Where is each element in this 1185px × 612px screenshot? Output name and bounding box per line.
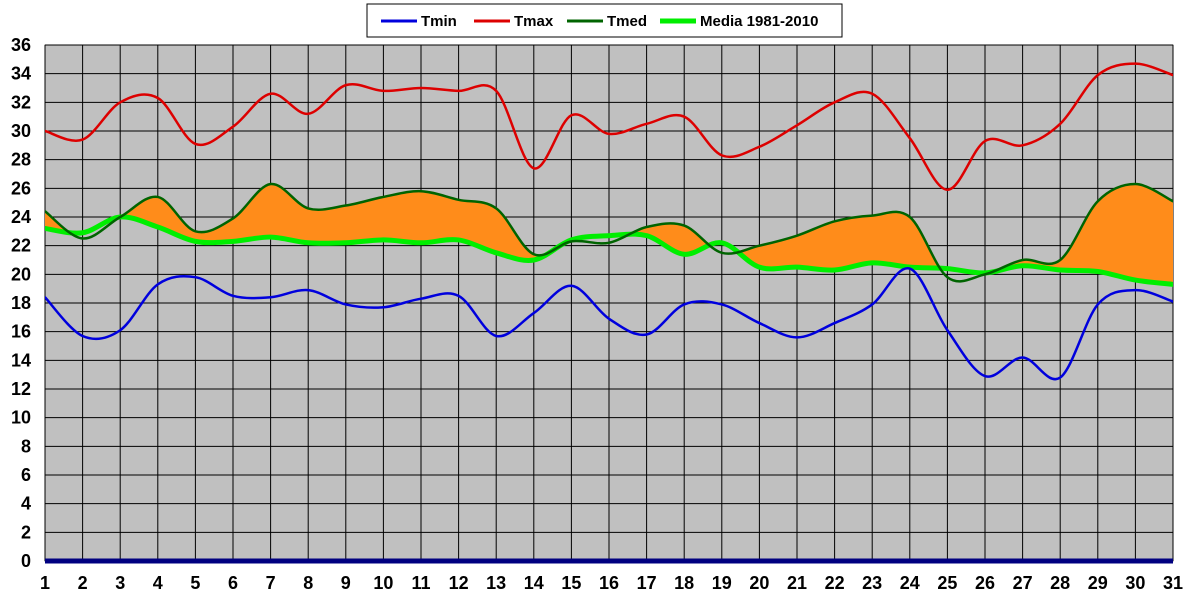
x-tick-label: 27 <box>1013 573 1033 593</box>
x-tick-label: 12 <box>449 573 469 593</box>
legend-label: Tmin <box>421 13 457 30</box>
x-tick-label: 2 <box>78 573 88 593</box>
y-tick-label: 20 <box>11 264 31 284</box>
y-tick-label: 22 <box>11 236 31 256</box>
x-tick-label: 21 <box>787 573 807 593</box>
x-tick-label: 6 <box>228 573 238 593</box>
x-tick-label: 24 <box>900 573 920 593</box>
x-tick-label: 7 <box>266 573 276 593</box>
x-tick-label: 8 <box>303 573 313 593</box>
x-tick-label: 23 <box>862 573 882 593</box>
x-tick-label: 26 <box>975 573 995 593</box>
y-tick-label: 16 <box>11 322 31 342</box>
x-tick-label: 16 <box>599 573 619 593</box>
series-line-tmax <box>45 62 1173 192</box>
legend: Tmin Tmax Tmed Media 1981-2010 <box>366 3 843 38</box>
series-line-media-1981-2010 <box>45 214 1173 287</box>
y-tick-label: 4 <box>21 494 31 514</box>
x-tick-label: 9 <box>341 573 351 593</box>
x-tick-label: 1 <box>40 573 50 593</box>
y-tick-label: 18 <box>11 293 31 313</box>
y-tick-label: 30 <box>11 121 31 141</box>
x-tick-label: 31 <box>1163 573 1183 593</box>
y-tick-label: 12 <box>11 379 31 399</box>
x-tick-label: 18 <box>674 573 694 593</box>
x-tick-label: 20 <box>749 573 769 593</box>
x-tick-label: 19 <box>712 573 732 593</box>
legend-label: Media 1981-2010 <box>700 13 818 30</box>
y-tick-label: 28 <box>11 150 31 170</box>
y-tick-label: 6 <box>21 465 31 485</box>
y-tick-label: 24 <box>11 207 31 227</box>
x-tick-label: 25 <box>937 573 957 593</box>
series-line-tmin <box>45 267 1173 381</box>
x-tick-label: 15 <box>561 573 581 593</box>
y-tick-label: 34 <box>11 64 31 84</box>
y-tick-label: 36 <box>11 35 31 55</box>
x-tick-label: 5 <box>190 573 200 593</box>
x-tick-label: 11 <box>411 573 430 593</box>
series-line-tmed <box>45 182 1173 283</box>
x-tick-label: 28 <box>1050 573 1070 593</box>
x-tick-label: 13 <box>486 573 506 593</box>
legend-box <box>366 3 843 38</box>
x-tick-label: 4 <box>153 573 163 593</box>
y-tick-label: 14 <box>11 350 31 370</box>
x-tick-label: 17 <box>637 573 657 593</box>
x-tick-label: 30 <box>1125 573 1145 593</box>
y-tick-label: 26 <box>11 178 31 198</box>
x-tick-label: 10 <box>373 573 393 593</box>
x-tick-label: 22 <box>825 573 845 593</box>
y-tick-label: 8 <box>21 436 31 456</box>
legend-label: Tmed <box>607 13 647 30</box>
y-tick-label: 32 <box>11 92 31 112</box>
x-axis-ticks: 1 2 3 4 5 6 7 8 9 10 11 12 13 14 15 16 17 18 19 20 21 22 23 24 2… <box>40 573 1183 593</box>
series-lines <box>45 62 1173 381</box>
legend-label: Tmax <box>514 13 554 30</box>
x-tick-label: 29 <box>1088 573 1108 593</box>
x-tick-label: 14 <box>524 573 544 593</box>
x-tick-label: 3 <box>115 573 125 593</box>
y-tick-label: 0 <box>21 551 31 571</box>
y-tick-label: 10 <box>11 408 31 428</box>
y-tick-label: 2 <box>21 522 31 542</box>
